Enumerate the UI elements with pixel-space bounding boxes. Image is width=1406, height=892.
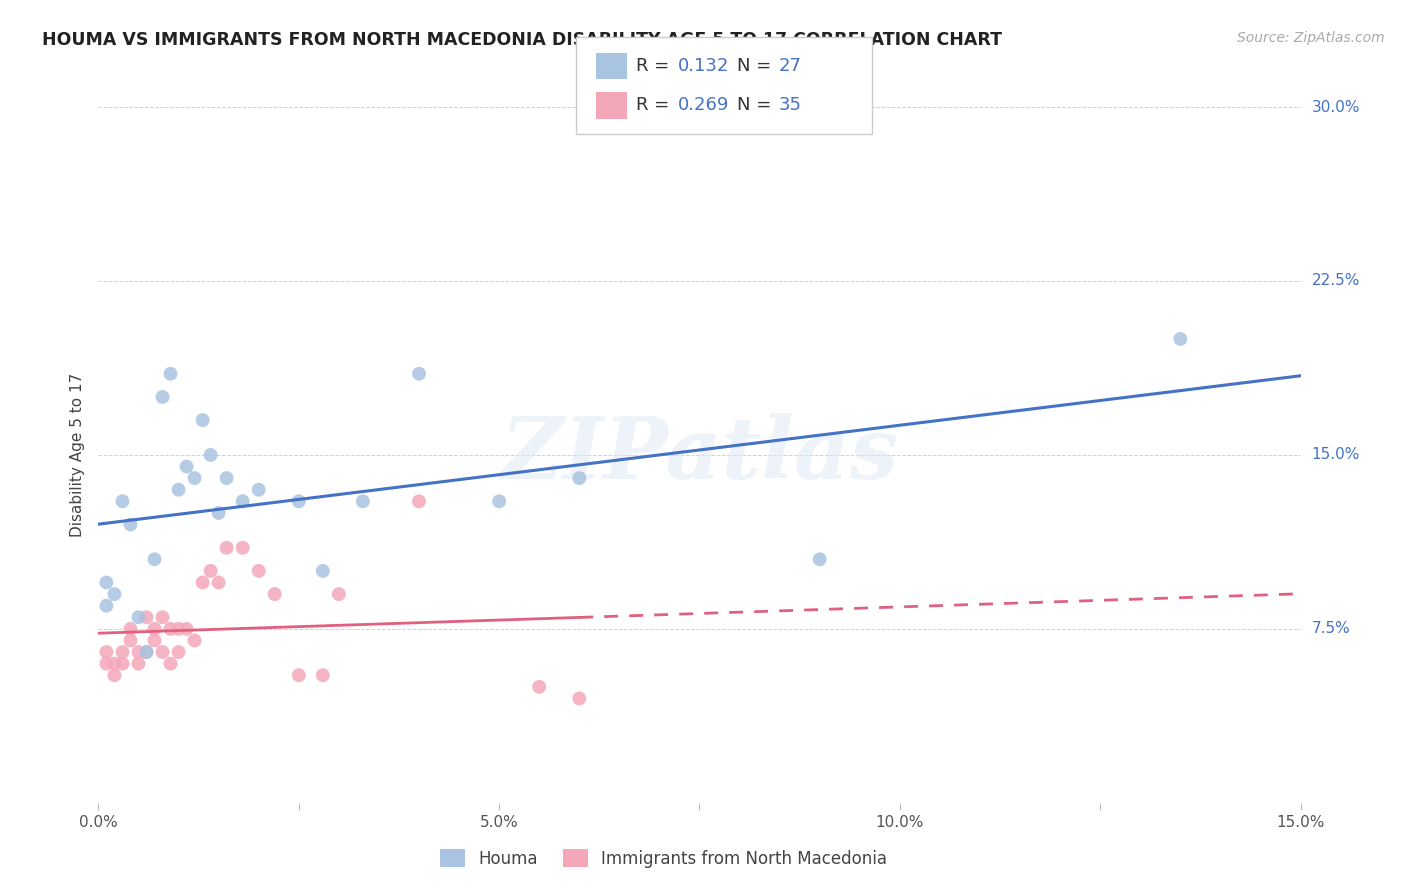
Point: [328, 587, 350, 601]
Point: [568, 691, 591, 706]
Point: [152, 390, 174, 404]
Point: [208, 506, 231, 520]
Point: [176, 459, 198, 474]
Point: [96, 645, 118, 659]
Point: [167, 645, 190, 659]
Point: [247, 483, 270, 497]
Point: [488, 494, 510, 508]
Text: Source: ZipAtlas.com: Source: ZipAtlas.com: [1237, 31, 1385, 45]
Point: [96, 575, 118, 590]
Point: [200, 448, 222, 462]
Text: 22.5%: 22.5%: [1312, 274, 1360, 288]
Point: [159, 657, 181, 671]
Point: [128, 657, 150, 671]
Point: [200, 564, 222, 578]
Point: [288, 668, 311, 682]
Point: [128, 645, 150, 659]
Point: [263, 587, 285, 601]
Text: 27: 27: [779, 57, 801, 75]
Point: [103, 657, 125, 671]
Point: [135, 610, 157, 624]
Point: [1170, 332, 1192, 346]
Point: [96, 657, 118, 671]
Text: 35: 35: [779, 96, 801, 114]
Text: R =: R =: [636, 96, 675, 114]
Point: [288, 494, 311, 508]
Point: [312, 668, 335, 682]
Point: [159, 367, 181, 381]
Point: [215, 541, 238, 555]
Point: [215, 471, 238, 485]
Point: [111, 494, 134, 508]
Legend: Houma, Immigrants from North Macedonia: Houma, Immigrants from North Macedonia: [433, 842, 894, 874]
Point: [191, 575, 214, 590]
Point: [103, 668, 125, 682]
Y-axis label: Disability Age 5 to 17: Disability Age 5 to 17: [70, 373, 86, 537]
Point: [568, 471, 591, 485]
Point: [135, 645, 157, 659]
Text: 7.5%: 7.5%: [1312, 622, 1350, 636]
Text: N =: N =: [737, 57, 776, 75]
Text: 15.0%: 15.0%: [1312, 448, 1360, 462]
Point: [111, 657, 134, 671]
Point: [103, 587, 125, 601]
Point: [167, 483, 190, 497]
Point: [159, 622, 181, 636]
Point: [808, 552, 831, 566]
Point: [232, 494, 254, 508]
Text: 30.0%: 30.0%: [1312, 100, 1360, 114]
Point: [176, 622, 198, 636]
Point: [247, 564, 270, 578]
Point: [111, 645, 134, 659]
Point: [312, 564, 335, 578]
Point: [208, 575, 231, 590]
Point: [408, 494, 430, 508]
Point: [128, 610, 150, 624]
Point: [183, 471, 205, 485]
Point: [232, 541, 254, 555]
Point: [352, 494, 374, 508]
Point: [152, 610, 174, 624]
Point: [167, 622, 190, 636]
Point: [183, 633, 205, 648]
Point: [529, 680, 551, 694]
Point: [143, 622, 166, 636]
Text: N =: N =: [737, 96, 776, 114]
Point: [143, 552, 166, 566]
Point: [143, 633, 166, 648]
Point: [120, 622, 142, 636]
Point: [135, 645, 157, 659]
Point: [96, 599, 118, 613]
Text: R =: R =: [636, 57, 675, 75]
Text: ZIPatlas: ZIPatlas: [501, 413, 898, 497]
Text: 0.132: 0.132: [678, 57, 730, 75]
Point: [120, 517, 142, 532]
Point: [152, 645, 174, 659]
Text: HOUMA VS IMMIGRANTS FROM NORTH MACEDONIA DISABILITY AGE 5 TO 17 CORRELATION CHAR: HOUMA VS IMMIGRANTS FROM NORTH MACEDONIA…: [42, 31, 1002, 49]
Text: 0.269: 0.269: [678, 96, 730, 114]
Point: [408, 367, 430, 381]
Point: [120, 633, 142, 648]
Point: [191, 413, 214, 427]
